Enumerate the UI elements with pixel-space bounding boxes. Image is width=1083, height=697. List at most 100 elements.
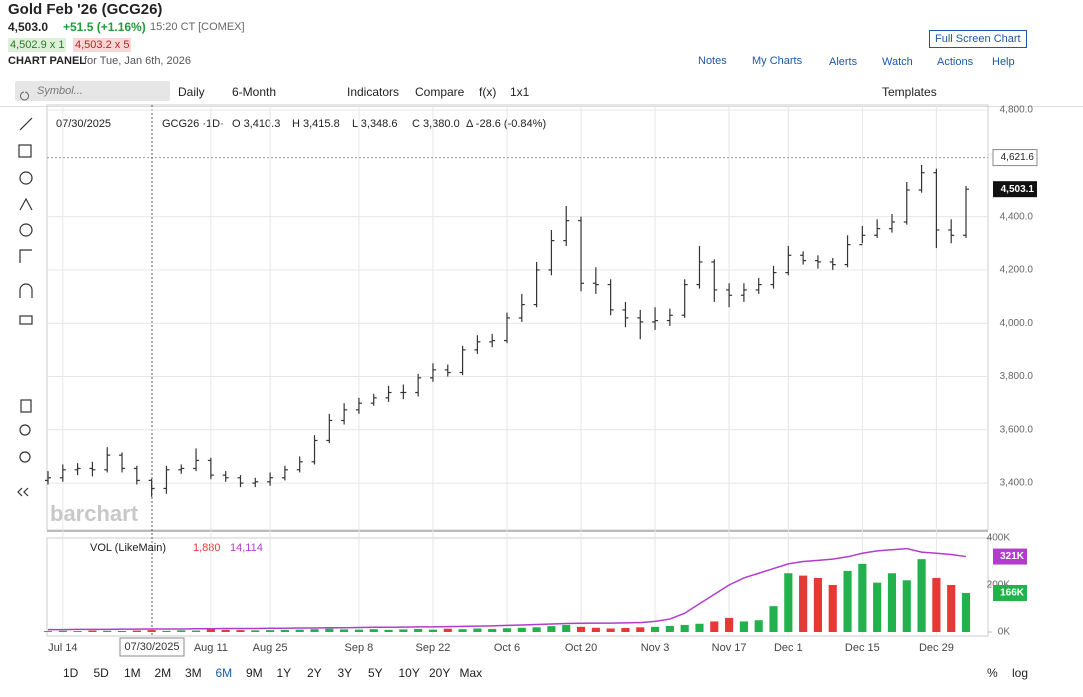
volume-bar [725, 617, 734, 632]
change: +51.5 (+1.16%) [63, 20, 146, 34]
indicators-button[interactable]: Indicators [347, 85, 400, 99]
y-tick-label: 0K [998, 627, 1011, 638]
volume-average-value: 14,114 [230, 542, 263, 554]
volume-average-line [48, 547, 967, 631]
y-tick-label: 3,400.0 [1000, 478, 1034, 489]
last-volume-label: 166K [1000, 588, 1025, 599]
volume-value: 1,880 [193, 542, 221, 554]
legend-high: H 3,415.8 [292, 118, 340, 130]
volume-bar [547, 626, 556, 632]
volume-bar [902, 580, 911, 632]
alerts-link[interactable]: Alerts [829, 56, 858, 68]
notes-link[interactable]: Notes [698, 55, 727, 67]
volume-title: VOL (LikeMain) [90, 542, 166, 554]
volume-bar [340, 629, 349, 632]
range-button[interactable]: 10Y [398, 666, 420, 680]
my-charts-link[interactable]: My Charts [752, 55, 803, 67]
volume-bar [206, 628, 215, 632]
fx-button[interactable]: f(x) [479, 85, 497, 99]
scale-option[interactable]: % [987, 666, 998, 680]
legend-change: Δ -28.6 (-0.84%) [466, 118, 546, 130]
y-tick-label: 3,800.0 [1000, 371, 1034, 382]
volume-bar [295, 629, 304, 632]
volume-bar [58, 630, 67, 632]
price-panel [46, 104, 989, 531]
quote-time: 15:20 CT [COMEX] [150, 21, 245, 33]
last-price-label: 4,503.1 [1001, 184, 1035, 195]
volume-bar [177, 630, 186, 632]
volume-bar [873, 582, 882, 632]
volume-bar [621, 628, 630, 632]
average-label: 321K [1000, 551, 1025, 562]
actions-link[interactable]: Actions [937, 56, 974, 68]
volume-bar [799, 575, 808, 632]
range-button[interactable]: 5D [93, 666, 109, 680]
interval-menu[interactable]: Daily [178, 85, 205, 99]
legend-low: L 3,348.6 [352, 118, 397, 130]
range-button[interactable]: 2Y [307, 666, 322, 680]
x-tick-label: Nov 3 [641, 642, 670, 654]
period-menu[interactable]: 6-Month [232, 85, 277, 99]
range-button[interactable]: 9M [246, 666, 263, 680]
range-button[interactable]: 3Y [337, 666, 353, 680]
y-tick-label: 4,000.0 [1000, 318, 1034, 329]
reference-label-box [992, 149, 1038, 167]
volume-bar [325, 628, 334, 632]
range-button[interactable]: 2M [154, 666, 172, 680]
range-button[interactable]: 1M [124, 666, 141, 680]
volume-bar [488, 628, 497, 632]
volume-bar [695, 623, 704, 632]
legend-symbol: GCG26 ·1D· [162, 118, 224, 130]
volume-bar [458, 629, 467, 632]
volume-bar [162, 630, 171, 632]
symbol-input[interactable]: Symbol... [15, 81, 170, 101]
volume-bar [399, 629, 408, 632]
compare-button[interactable]: Compare [415, 85, 465, 99]
volume-bar [562, 624, 571, 632]
volume-bar [310, 629, 319, 632]
volume-bar [784, 573, 793, 632]
y-tick-label: 400K [987, 533, 1011, 544]
templates-button[interactable]: Templates [882, 85, 937, 99]
legend-open: O 3,410.3 [232, 118, 280, 130]
crosshair-date-box [119, 637, 185, 657]
volume-bar [251, 630, 260, 632]
range-button[interactable]: 5Y [368, 666, 383, 680]
volume-bar [473, 628, 482, 632]
volume-bar [369, 629, 378, 632]
y-tick-label: 4,400.0 [1000, 211, 1034, 222]
scale-option[interactable]: log [1012, 666, 1029, 680]
range-button[interactable]: 20Y [429, 666, 451, 680]
volume-bar [887, 573, 897, 632]
fullscreen-button[interactable]: Full Screen Chart [929, 30, 1027, 48]
range-button[interactable]: 3M [185, 666, 202, 680]
volume-bar [88, 630, 97, 632]
volume-bar [428, 629, 438, 632]
reference-label: 4,621.6 [1001, 152, 1035, 163]
title: Gold Feb '26 (GCG26) [8, 1, 163, 18]
volume-bar [828, 585, 837, 632]
volume-bar [132, 630, 141, 632]
ask: 4,503.2 x 5 [73, 38, 132, 52]
range-button[interactable]: Max [459, 666, 483, 680]
x-tick-label: Jul 14 [48, 642, 77, 654]
range-button[interactable]: 6M [215, 666, 233, 680]
volume-bar [517, 627, 526, 632]
last-price: 4,503.0 [8, 20, 49, 34]
range-button[interactable]: 1D [63, 666, 79, 680]
legend-date: 07/30/2025 [56, 118, 111, 130]
watch-link[interactable]: Watch [882, 56, 913, 68]
toolbar [0, 76, 1083, 107]
range-button[interactable]: 1Y [276, 666, 292, 680]
volume-bar [354, 629, 364, 632]
volume-bar [43, 631, 53, 632]
x-tick-label: Dec 1 [774, 642, 803, 654]
layout-menu[interactable]: 1x1 [510, 85, 530, 99]
volume-panel [46, 537, 989, 637]
volume-bar [576, 626, 586, 632]
y-tick-label: 3,600.0 [1000, 424, 1034, 435]
help-link[interactable]: Help [992, 56, 1015, 68]
panel-label: CHART PANEL [8, 55, 87, 67]
crosshair-date: 07/30/2025 [124, 641, 179, 653]
